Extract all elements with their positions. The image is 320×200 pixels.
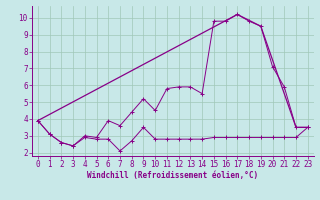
X-axis label: Windchill (Refroidissement éolien,°C): Windchill (Refroidissement éolien,°C) [87, 171, 258, 180]
